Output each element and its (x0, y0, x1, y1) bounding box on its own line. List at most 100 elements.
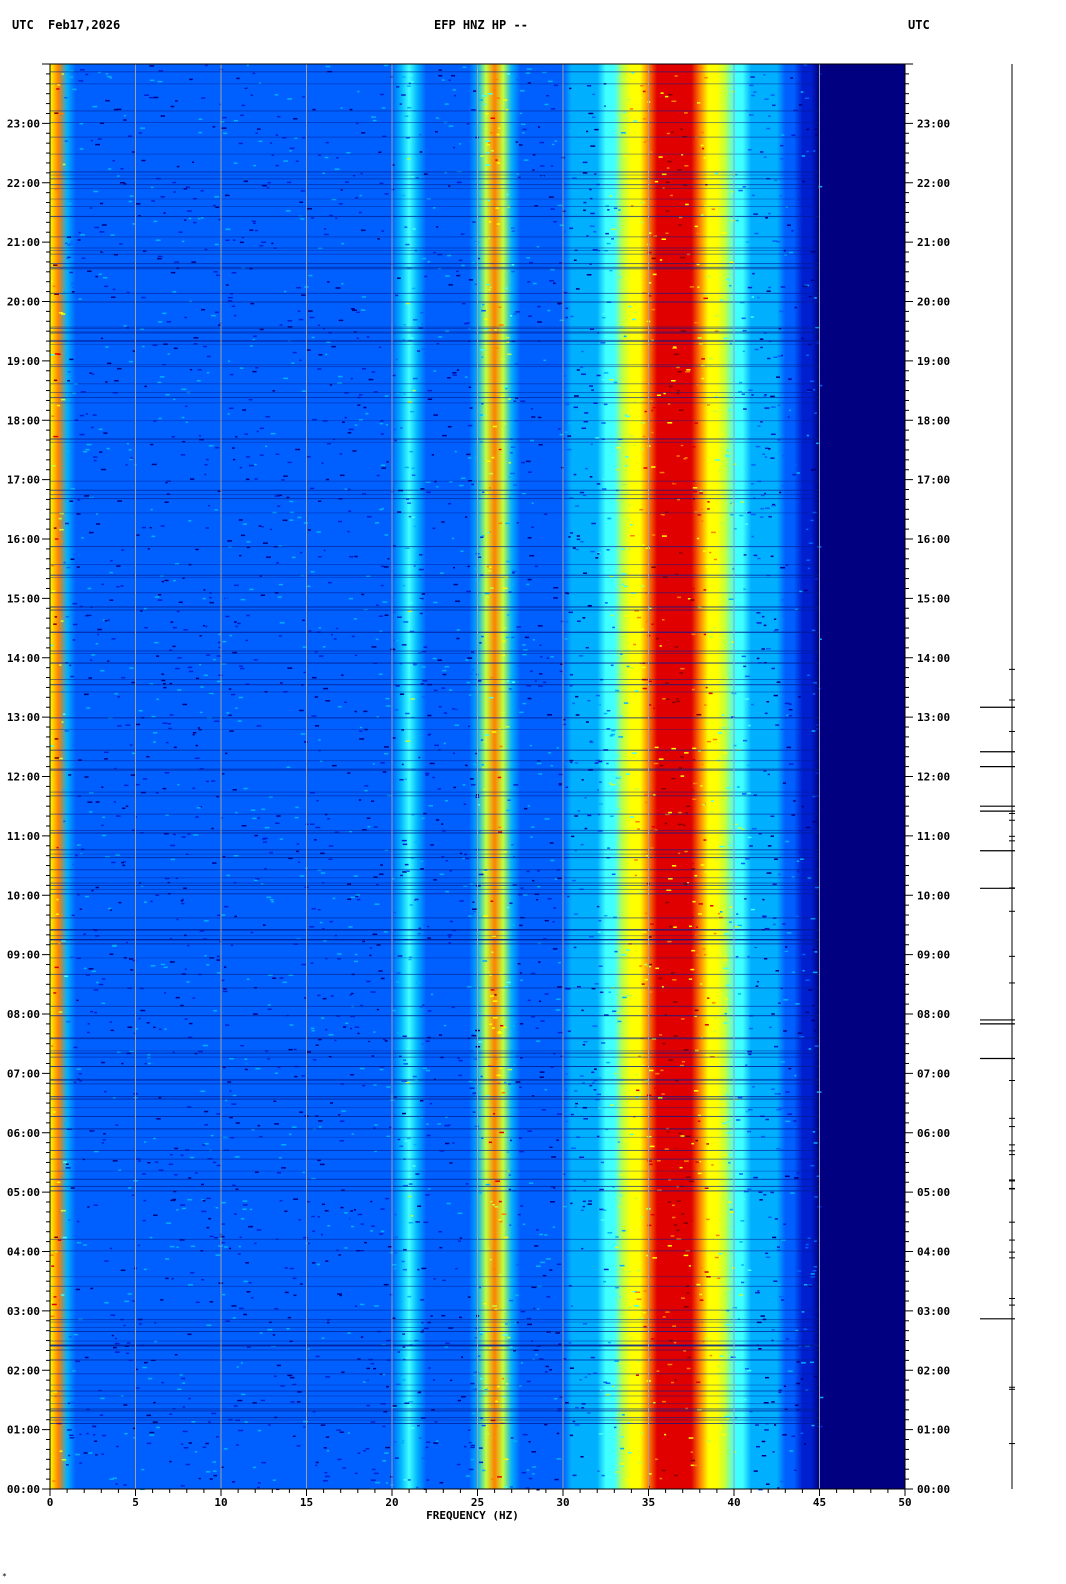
noise-speck (799, 590, 803, 593)
noise-speck (380, 1230, 385, 1233)
noise-speck (503, 1081, 507, 1084)
noise-speck (150, 965, 156, 967)
noise-speck (204, 248, 208, 251)
noise-speck (497, 306, 502, 309)
noise-speck (50, 1045, 54, 1047)
noise-speck (267, 1233, 272, 1236)
noise-speck (237, 1253, 241, 1255)
noise-speck (67, 371, 71, 373)
noise-speck (719, 522, 725, 525)
noise-speck (591, 116, 596, 119)
noise-speck (480, 349, 486, 351)
noise-speck (808, 295, 812, 298)
noise-speck (77, 1220, 80, 1223)
noise-speck (519, 112, 523, 115)
noise-speck (492, 1305, 498, 1307)
noise-speck (112, 1160, 118, 1162)
noise-speck (454, 724, 460, 727)
noise-speck (667, 377, 670, 380)
noise-speck (84, 615, 89, 617)
noise-speck (371, 646, 377, 648)
noise-speck (216, 274, 220, 277)
noise-speck (737, 1406, 742, 1409)
noise-speck (154, 641, 159, 644)
noise-speck (677, 823, 683, 826)
noise-speck (604, 602, 608, 604)
noise-speck (717, 912, 721, 915)
noise-speck (473, 1058, 478, 1060)
noise-speck (271, 911, 276, 913)
noise-speck (655, 1458, 658, 1461)
noise-speck (379, 891, 384, 893)
noise-speck (101, 583, 104, 586)
noise-speck (247, 475, 252, 478)
noise-speck (173, 1190, 177, 1193)
noise-speck (654, 180, 659, 183)
noise-speck (401, 729, 404, 731)
noise-speck (457, 1399, 462, 1402)
noise-speck (137, 1474, 140, 1476)
noise-speck (574, 695, 579, 698)
noise-speck (228, 407, 234, 410)
noise-speck (59, 914, 63, 917)
noise-speck (678, 767, 682, 769)
noise-speck (168, 1034, 173, 1036)
noise-speck (457, 1240, 461, 1242)
noise-speck (757, 425, 761, 427)
noise-speck (295, 850, 299, 853)
noise-speck (459, 1316, 462, 1319)
noise-speck (251, 220, 256, 223)
noise-speck (725, 65, 730, 68)
noise-speck (550, 793, 555, 795)
noise-speck (276, 1364, 281, 1367)
noise-speck (643, 963, 648, 966)
noise-speck (261, 1461, 267, 1464)
noise-speck (94, 929, 98, 932)
noise-speck (240, 1044, 244, 1047)
noise-speck (427, 339, 433, 342)
noise-speck (245, 1062, 250, 1064)
noise-speck (420, 312, 424, 314)
noise-speck (716, 1284, 720, 1287)
noise-speck (505, 636, 510, 639)
noise-speck (176, 546, 181, 549)
noise-speck (482, 960, 488, 962)
noise-speck (289, 1133, 292, 1136)
noise-speck (283, 941, 287, 944)
noise-speck (103, 1192, 107, 1194)
noise-speck (370, 800, 375, 802)
noise-speck (541, 644, 544, 646)
noise-speck (750, 908, 755, 911)
noise-speck (756, 622, 762, 624)
noise-speck (530, 439, 534, 442)
noise-speck (430, 844, 434, 846)
noise-speck (716, 643, 720, 645)
noise-speck (203, 345, 208, 348)
noise-speck (172, 1296, 177, 1299)
noise-speck (191, 1421, 196, 1423)
noise-speck (108, 1486, 112, 1489)
noise-speck (385, 1197, 390, 1200)
noise-speck (762, 1069, 765, 1072)
noise-speck (773, 547, 777, 550)
noise-speck (220, 1466, 224, 1469)
noise-speck (515, 173, 520, 175)
noise-speck (310, 1027, 315, 1030)
noise-speck (527, 281, 531, 283)
noise-speck (117, 500, 122, 502)
noise-speck (498, 448, 502, 451)
noise-speck (681, 1018, 685, 1020)
noise-speck (689, 916, 694, 918)
noise-speck (540, 656, 543, 658)
noise-speck (274, 1375, 277, 1378)
noise-speck (350, 896, 355, 899)
noise-speck (107, 619, 110, 621)
noise-speck (260, 555, 266, 557)
noise-speck (339, 1140, 344, 1142)
noise-speck (763, 649, 766, 651)
noise-speck (401, 94, 406, 96)
noise-speck (332, 764, 337, 767)
noise-speck (612, 916, 617, 919)
noise-speck (405, 498, 410, 501)
noise-speck (50, 445, 53, 447)
